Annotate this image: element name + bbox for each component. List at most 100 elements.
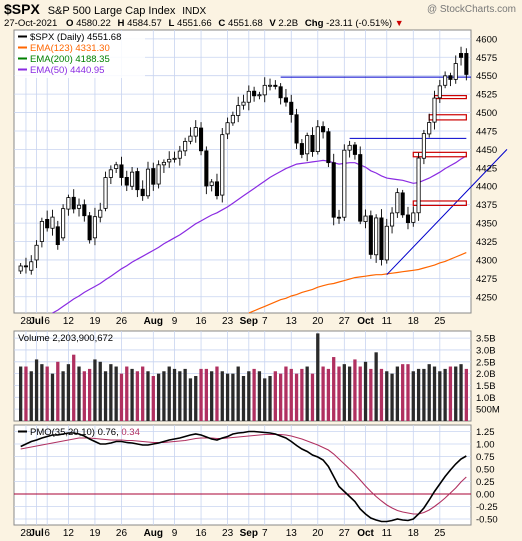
price-tick-label: 4400 — [476, 182, 497, 193]
x-tick-label: 27 — [339, 528, 351, 539]
x-tick-label: Aug — [144, 528, 163, 539]
candle-body — [257, 94, 262, 97]
volume-bar — [443, 368, 447, 421]
volume-tick-label: 500M — [476, 405, 500, 416]
pmo-tick-label: 1.00 — [476, 440, 495, 451]
volume-bar — [422, 368, 426, 421]
candle-body — [199, 127, 204, 152]
candle-body — [352, 144, 357, 155]
candle-body — [135, 171, 140, 191]
x-tick-label: 13 — [286, 316, 298, 327]
candle-body — [374, 217, 379, 256]
volume-bar — [172, 368, 177, 421]
volume-bar — [82, 371, 86, 421]
volume-bar — [87, 368, 92, 421]
candle-body — [289, 101, 294, 115]
volume-bar — [379, 368, 384, 421]
candle-body — [214, 181, 220, 197]
pmo-tick-label: -0.50 — [476, 515, 498, 526]
pmo-tick-label: 0.50 — [476, 465, 495, 476]
volume-bar — [125, 366, 129, 421]
volume-title: Volume 2,203,900,672 — [18, 333, 113, 344]
volume-bar — [278, 373, 283, 421]
x-tick-label: 20 — [312, 316, 324, 327]
volume-bar — [432, 366, 437, 421]
high-value: 4584.57 — [127, 18, 162, 29]
pmo-line — [20, 430, 467, 523]
volume-bar — [332, 357, 336, 421]
volume-bar — [316, 333, 320, 421]
volume-bar — [93, 359, 97, 421]
candle-body — [432, 97, 437, 123]
x-tick-label: 19 — [89, 528, 101, 539]
volume-bar — [257, 371, 262, 421]
ema50-line — [52, 155, 467, 314]
candle-body — [437, 85, 442, 99]
high-label: H — [117, 18, 125, 29]
price-tick-label: 4600 — [476, 34, 497, 45]
volume-bar — [374, 352, 378, 421]
volume-bar — [406, 364, 410, 421]
volume-bar — [40, 364, 44, 421]
low-value: 4551.66 — [177, 18, 212, 29]
volume-bar — [210, 371, 214, 421]
volume-bar — [411, 371, 415, 421]
volume-bar — [29, 371, 33, 421]
candle-body — [45, 219, 50, 229]
candle-body — [55, 226, 60, 246]
volume-bar — [273, 371, 277, 421]
volume-bar — [220, 371, 224, 421]
pmo-tick-label: -0.25 — [476, 502, 498, 513]
candle-body — [167, 158, 172, 163]
volume-bar — [19, 366, 23, 421]
volume-bar — [416, 368, 421, 421]
price-tick-label: 4575 — [476, 53, 497, 64]
candle-body — [145, 168, 151, 197]
x-tick-label: Sep — [240, 528, 258, 539]
volume-tick-label: 3.0B — [476, 345, 496, 356]
candle-body — [82, 204, 87, 217]
volume-bar — [268, 376, 272, 421]
x-tick-label: 28 — [20, 528, 32, 539]
x-tick-label: 13 — [286, 528, 298, 539]
candle-body — [76, 204, 82, 209]
candle-body — [464, 53, 469, 75]
volume-bar — [353, 359, 357, 421]
volume-bar — [459, 364, 463, 421]
quote-date: 27-Oct-2021 — [4, 18, 58, 29]
x-tick-label: 18 — [408, 528, 420, 539]
volume-bar — [321, 366, 325, 421]
close-value: 4551.68 — [227, 18, 263, 29]
candle-body — [39, 220, 44, 242]
x-tick-label: 11 — [382, 316, 393, 327]
candle-body — [61, 208, 66, 239]
candle-body — [29, 261, 34, 271]
candle-body — [278, 86, 283, 99]
volume-bar — [98, 361, 102, 421]
candle-body — [363, 215, 368, 223]
volume-bar — [326, 368, 331, 421]
candle-body — [246, 90, 251, 103]
candle-body — [347, 144, 352, 151]
candle-body — [458, 53, 464, 58]
x-tick-label: 25 — [434, 528, 446, 539]
x-tick-label: Jul — [29, 528, 44, 539]
candle-body — [252, 90, 257, 97]
candle-body — [273, 84, 278, 87]
pmo-legend-title: PMO(35,20,10) 0.76, 0.34 — [30, 427, 140, 438]
legend-entry: EMA(50) 4440.95 — [30, 65, 104, 76]
pmo-tick-label: 0.00 — [476, 490, 495, 501]
candle-body — [50, 216, 55, 229]
price-tick-label: 4500 — [476, 108, 497, 119]
volume-bar — [385, 371, 389, 421]
candle-body — [209, 181, 214, 186]
price-tick-label: 4525 — [476, 90, 497, 101]
x-tick-label: 23 — [222, 528, 234, 539]
quote-bar: 27-Oct-2021 O 4580.22 H 4584.57 L 4551.6… — [4, 18, 404, 29]
price-tick-label: 4475 — [476, 126, 497, 137]
x-tick-label: 7 — [262, 528, 268, 539]
candle-body — [92, 216, 97, 239]
volume-bar — [289, 368, 293, 421]
candle-body — [98, 209, 103, 218]
volume-bar — [167, 366, 171, 421]
